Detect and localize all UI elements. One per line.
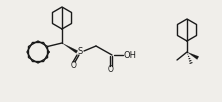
Polygon shape	[62, 43, 78, 53]
Text: O: O	[108, 65, 114, 74]
Text: O: O	[71, 62, 77, 70]
Text: S: S	[77, 48, 83, 57]
Polygon shape	[187, 52, 199, 60]
Text: OH: OH	[123, 50, 137, 59]
